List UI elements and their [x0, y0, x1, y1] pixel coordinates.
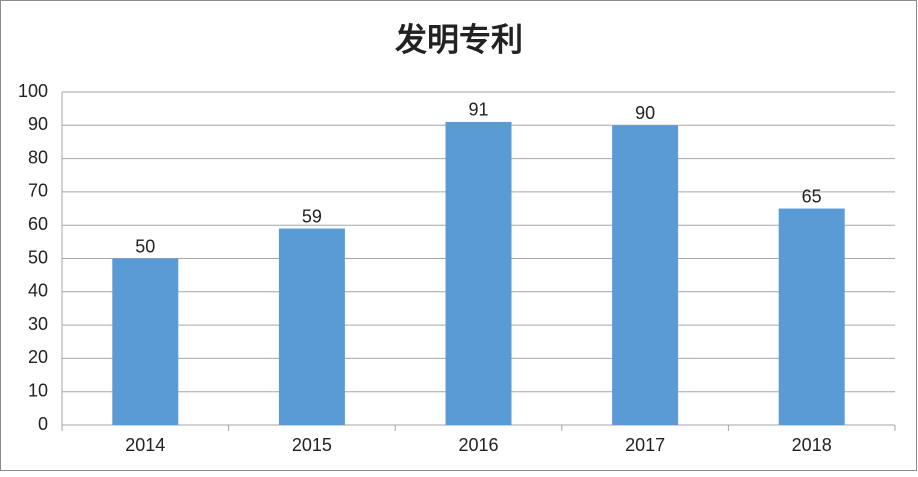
- x-tick-label: 2016: [458, 435, 498, 455]
- data-label: 65: [802, 186, 822, 206]
- x-tick-label: 2015: [292, 435, 332, 455]
- bar: [778, 208, 845, 425]
- x-tick-label: 2017: [625, 435, 665, 455]
- data-label: 50: [135, 236, 155, 256]
- bar: [445, 121, 512, 425]
- y-tick-label: 50: [28, 247, 48, 267]
- y-tick-label: 100: [18, 81, 48, 101]
- x-tick-label: 2018: [792, 435, 832, 455]
- y-tick-label: 40: [28, 281, 48, 301]
- y-tick-label: 80: [28, 147, 48, 167]
- chart-title: 发明专利: [395, 21, 523, 57]
- data-label: 90: [635, 103, 655, 123]
- bar: [278, 228, 345, 425]
- y-tick-label: 90: [28, 114, 48, 134]
- y-tick-label: 30: [28, 314, 48, 334]
- data-label: 91: [468, 100, 488, 120]
- y-tick-label: 10: [28, 380, 48, 400]
- x-tick-label: 2014: [125, 435, 165, 455]
- y-tick-label: 20: [28, 347, 48, 367]
- bar: [612, 125, 679, 426]
- bar: [112, 258, 179, 425]
- data-label: 59: [302, 206, 322, 226]
- y-tick-label: 70: [28, 181, 48, 201]
- y-tick-label: 60: [28, 214, 48, 234]
- y-tick-label: 0: [38, 414, 48, 434]
